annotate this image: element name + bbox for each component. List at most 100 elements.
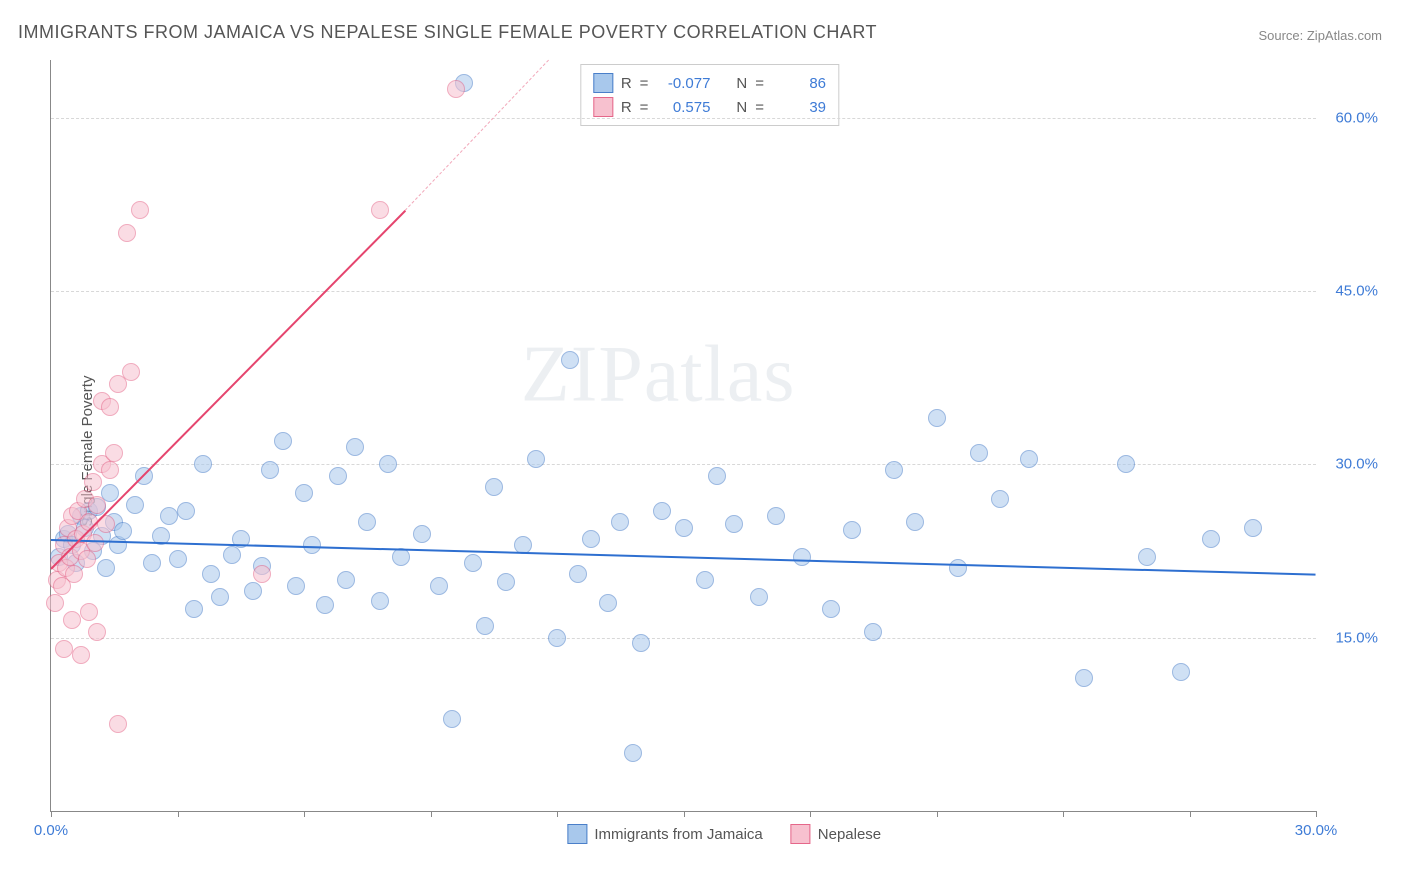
x-tick [1190,811,1191,817]
scatter-point [1244,519,1262,537]
scatter-point [1075,669,1093,687]
x-tick [1316,811,1317,817]
x-tick [810,811,811,817]
n-value-nepalese: 39 [772,99,826,116]
scatter-point [261,461,279,479]
scatter-point [86,534,104,552]
watermark: ZIPatlas [521,330,796,421]
y-tick-label: 60.0% [1323,109,1378,126]
scatter-point [548,629,566,647]
scatter-point [611,513,629,531]
x-tick [937,811,938,817]
scatter-point [337,571,355,589]
legend-row-nepalese: R = 0.575 N = 39 [593,95,826,119]
scatter-point [582,530,600,548]
scatter-point [63,611,81,629]
scatter-point [253,565,271,583]
scatter-point [211,588,229,606]
correlation-legend: R = -0.077 N = 86 R = 0.575 N = 39 [580,64,839,126]
scatter-point [177,502,195,520]
scatter-point [970,444,988,462]
r-value-jamaica: -0.077 [656,75,710,92]
scatter-point [274,432,292,450]
scatter-point [46,594,64,612]
gridline [51,291,1316,292]
scatter-point [708,467,726,485]
scatter-point [160,507,178,525]
gridline [51,638,1316,639]
scatter-point [202,565,220,583]
scatter-point [114,522,132,540]
scatter-point [822,600,840,618]
legend-swatch-nepalese [791,824,811,844]
scatter-point [72,646,90,664]
scatter-point [78,550,96,568]
scatter-point [476,617,494,635]
x-tick [684,811,685,817]
legend-label-nepalese: Nepalese [818,826,881,843]
scatter-point [430,577,448,595]
scatter-point [750,588,768,606]
legend-swatch-jamaica [593,73,613,93]
x-tick [304,811,305,817]
scatter-point [675,519,693,537]
y-tick-label: 30.0% [1323,456,1378,473]
scatter-point [244,582,262,600]
equals-sign: = [640,75,649,92]
scatter-point [101,461,119,479]
legend-row-jamaica: R = -0.077 N = 86 [593,71,826,95]
scatter-point [131,201,149,219]
scatter-point [109,715,127,733]
y-tick-label: 15.0% [1323,629,1378,646]
scatter-point [527,450,545,468]
scatter-point [143,554,161,572]
scatter-point [65,565,83,583]
scatter-point [379,455,397,473]
equals-sign: = [755,75,764,92]
scatter-point [497,573,515,591]
scatter-point [906,513,924,531]
scatter-point [569,565,587,583]
scatter-point [118,224,136,242]
scatter-point [885,461,903,479]
scatter-point [101,398,119,416]
x-tick [431,811,432,817]
scatter-point [185,600,203,618]
scatter-point [97,559,115,577]
scatter-point [1202,530,1220,548]
scatter-point [1172,663,1190,681]
legend-r-label: R [621,99,632,116]
scatter-point [1020,450,1038,468]
chart-title: IMMIGRANTS FROM JAMAICA VS NEPALESE SING… [18,22,877,43]
x-tick-label: 0.0% [34,822,68,839]
x-tick [1063,811,1064,817]
scatter-point [105,444,123,462]
scatter-point [561,351,579,369]
equals-sign: = [755,99,764,116]
scatter-point [287,577,305,595]
scatter-point [447,80,465,98]
legend-item-nepalese: Nepalese [791,824,881,844]
scatter-point [696,571,714,589]
legend-swatch-nepalese [593,97,613,117]
scatter-point [793,548,811,566]
series-legend: Immigrants from Jamaica Nepalese [567,824,881,844]
scatter-point [843,521,861,539]
scatter-point [126,496,144,514]
scatter-point [864,623,882,641]
gridline [51,118,1316,119]
legend-n-label: N [736,99,747,116]
scatter-point [80,603,98,621]
scatter-point [1138,548,1156,566]
legend-item-jamaica: Immigrants from Jamaica [567,824,762,844]
n-value-jamaica: 86 [772,75,826,92]
trendline [50,210,406,570]
scatter-point [346,438,364,456]
scatter-point [725,515,743,533]
scatter-point [329,467,347,485]
scatter-point [88,623,106,641]
scatter-point [358,513,376,531]
scatter-point [632,634,650,652]
scatter-point [194,455,212,473]
scatter-point [122,363,140,381]
